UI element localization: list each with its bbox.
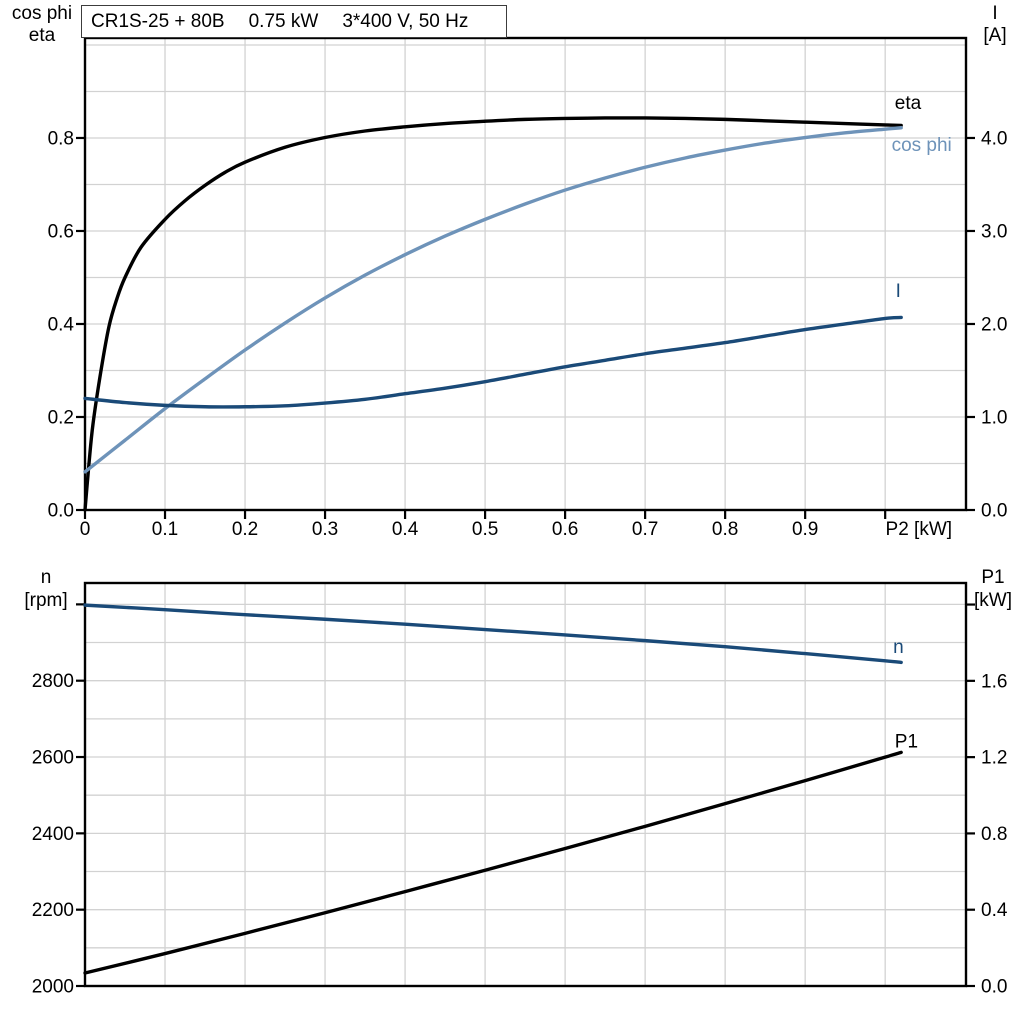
x-axis-tick-label: 0.4 bbox=[392, 519, 419, 540]
curve-n bbox=[83, 603, 903, 665]
curve-eta bbox=[83, 116, 903, 512]
x-axis-tick-label: 0.3 bbox=[312, 519, 338, 540]
pump-model-label: CR1S-25 + 80B bbox=[91, 10, 225, 32]
x-axis-title: P2 [kW] bbox=[886, 519, 953, 540]
bottom-left-axis-title: n [rpm] bbox=[8, 566, 84, 612]
curve-P1 bbox=[83, 750, 903, 975]
x-axis-tick-label: 0.7 bbox=[632, 519, 658, 540]
x-axis-tick-label: 0.9 bbox=[792, 519, 818, 540]
axis-title-input-power: P1 bbox=[981, 567, 1005, 588]
curve-label-P1: P1 bbox=[895, 732, 918, 753]
axis-title-speed: n bbox=[40, 567, 52, 588]
right-axis-tick-label: 0.4 bbox=[981, 900, 1008, 921]
left-axis-tick-label: 2600 bbox=[32, 748, 74, 769]
left-axis-tick-label: 2400 bbox=[32, 824, 74, 845]
axis-title-cos-phi: cos phi bbox=[11, 3, 73, 24]
chart-title-box: CR1S-25 + 80B 0.75 kW 3*400 V, 50 Hz bbox=[81, 5, 507, 38]
x-axis-tick-label: 0.2 bbox=[232, 519, 258, 540]
x-axis-tick-label: 0.6 bbox=[552, 519, 578, 540]
axis-title-eta: eta bbox=[28, 25, 56, 46]
curve-I bbox=[83, 315, 903, 409]
supply-voltage-label: 3*400 V, 50 Hz bbox=[342, 10, 469, 32]
x-axis-tick-label: 0.5 bbox=[472, 519, 498, 540]
x-axis-tick-label: 0.8 bbox=[712, 519, 738, 540]
curve-label-I: I bbox=[896, 281, 901, 302]
right-axis-tick-label: 2.0 bbox=[981, 314, 1007, 335]
right-axis-tick-label: 1.0 bbox=[981, 407, 1007, 428]
right-axis-tick-label: 3.0 bbox=[981, 221, 1007, 242]
rated-power-label: 0.75 kW bbox=[248, 10, 319, 32]
left-axis-tick-label: 2000 bbox=[32, 977, 74, 998]
plot-border bbox=[83, 36, 968, 512]
top-left-axis-title: cos phi eta bbox=[0, 3, 84, 47]
left-axis-tick-label: 0.2 bbox=[48, 407, 74, 428]
axis-title-current-unit: [A] bbox=[983, 25, 1007, 46]
right-axis-tick-label: 0.0 bbox=[981, 977, 1007, 998]
top-right-axis-title: I [A] bbox=[966, 3, 1024, 47]
curve-label-n: n bbox=[893, 637, 904, 658]
right-axis-tick-label: 0.8 bbox=[981, 824, 1007, 845]
curve-label-cos-phi: cos phi bbox=[892, 135, 952, 156]
left-axis-tick-label: 0.8 bbox=[48, 128, 74, 149]
right-axis-tick-label: 4.0 bbox=[981, 128, 1007, 149]
left-axis-tick-label: 2800 bbox=[32, 671, 74, 692]
axis-title-input-power-unit: [kW] bbox=[974, 590, 1012, 611]
left-axis-tick-label: 0.6 bbox=[48, 221, 74, 242]
plot-border bbox=[83, 581, 968, 988]
left-axis-tick-label: 2200 bbox=[32, 900, 74, 921]
right-axis-tick-label: 1.6 bbox=[981, 671, 1007, 692]
x-axis-tick-label: 0 bbox=[80, 519, 91, 540]
curve-label-eta: eta bbox=[895, 93, 922, 114]
axis-title-speed-unit: [rpm] bbox=[24, 590, 68, 611]
left-axis-tick-label: 0.0 bbox=[48, 501, 74, 522]
right-axis-tick-label: 0.0 bbox=[981, 501, 1007, 522]
right-axis-tick-label: 1.2 bbox=[981, 748, 1007, 769]
curve-cos-phi bbox=[83, 126, 903, 474]
x-axis-tick-label: 0.1 bbox=[152, 519, 178, 540]
bottom-right-axis-title: P1 [kW] bbox=[962, 566, 1024, 612]
left-axis-tick-label: 0.4 bbox=[48, 314, 75, 335]
axis-title-current: I bbox=[992, 3, 998, 24]
